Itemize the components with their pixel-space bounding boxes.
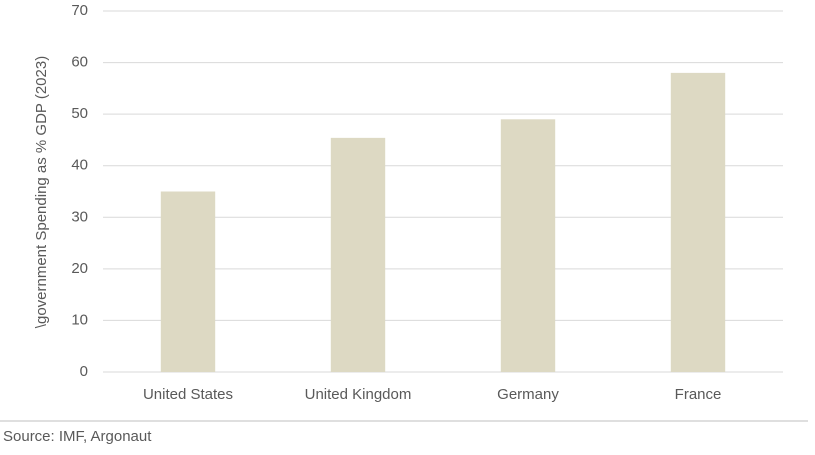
y-axis-label: \government Spending as % GDP (2023) [33,56,50,328]
y-tick-label: 20 [71,260,88,277]
bar [160,191,216,372]
x-tick-label: United Kingdom [305,386,412,403]
bar [500,119,556,372]
y-tick-label: 70 [71,2,88,19]
y-tick-label: 50 [71,105,88,122]
y-tick-label: 0 [80,363,88,380]
x-tick-label: United States [143,386,233,403]
bar [670,72,726,372]
y-tick-label: 60 [71,54,88,71]
y-tick-label: 40 [71,157,88,174]
source-note: Source: IMF, Argonaut [3,428,152,445]
x-tick-label: France [675,386,722,403]
bar [330,137,386,372]
x-tick-label: Germany [497,386,559,403]
y-tick-label: 10 [71,311,88,328]
y-tick-label: 30 [71,208,88,225]
